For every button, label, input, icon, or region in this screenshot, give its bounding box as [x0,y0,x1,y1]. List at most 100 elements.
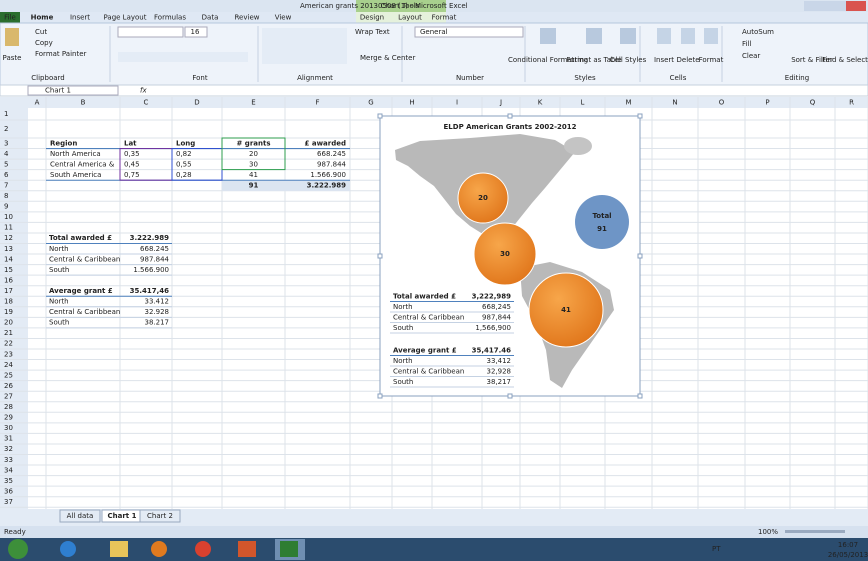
table-cell: 1.566.900 [310,171,346,179]
resize-handle[interactable] [508,394,512,398]
sheet-tab-label[interactable]: All data [67,512,94,520]
status-ready: Ready [4,528,26,536]
bubble-label: 20 [478,194,488,202]
column-header: P [765,99,769,107]
bubble-label: 41 [561,306,571,314]
total-grants: 91 [249,181,259,189]
row-header: 2 [4,125,8,133]
summary-value: 38.217 [145,319,170,327]
summary-value: 987,844 [482,313,511,321]
row-header: 34 [4,466,13,474]
style-icon[interactable] [540,28,556,44]
start-button[interactable] [8,539,28,559]
cells-button[interactable]: Format [699,56,724,64]
row-header: 10 [4,213,13,221]
table-cell: 987.844 [317,160,346,168]
resize-handle[interactable] [638,254,642,258]
clipboard-button[interactable]: Copy [35,39,53,47]
number-format[interactable]: General [420,28,448,36]
autosum-button[interactable]: AutoSum [742,28,774,36]
taskbar-explorer[interactable] [110,541,128,557]
style-icon[interactable] [586,28,602,44]
ribbon-tab[interactable]: Insert [70,14,90,22]
cells-button[interactable]: Insert [654,56,674,64]
style-icon[interactable] [620,28,636,44]
table-cell: South America [50,171,101,179]
ribbon-tab[interactable]: Data [202,14,219,22]
alignment-buttons [262,28,347,64]
close-button[interactable] [846,1,866,11]
ribbon-group-label: Alignment [297,74,333,82]
paste-button[interactable]: Paste [3,54,22,62]
table-cell: 0,35 [124,150,140,158]
row-header: 16 [4,276,13,284]
ribbon-tab[interactable]: Format [432,14,457,22]
ribbon-tab[interactable]: Page Layout [104,14,147,22]
taskbar-excel[interactable] [280,541,298,557]
row-header: 31 [4,435,13,443]
find-select-button[interactable]: Find & Select [822,56,868,64]
ribbon-tab[interactable]: Layout [398,14,422,22]
font-size[interactable]: 16 [191,28,200,36]
clipboard-button[interactable]: Format Painter [35,50,87,58]
column-header: F [315,99,319,107]
column-header-bar [0,97,868,108]
column-header: N [672,99,677,107]
sheet-tab-label[interactable]: Chart 1 [108,512,137,520]
total-awarded: 3.222.989 [307,181,347,189]
fill-button[interactable]: Fill [742,40,751,48]
name-box[interactable] [28,86,118,95]
resize-handle[interactable] [638,114,642,118]
row-header: 27 [4,392,13,400]
summary-label: Central & Caribbean [393,367,464,375]
clear-button[interactable]: Clear [742,52,760,60]
table-cell: 0,82 [176,150,192,158]
row-header: 1 [4,110,8,118]
row-header: 21 [4,329,13,337]
row-header: 23 [4,350,13,358]
ribbon-tab[interactable]: Review [235,14,260,22]
column-header: C [144,99,149,107]
cells-icon[interactable] [681,28,695,44]
table-header: £ awarded [305,139,346,147]
cells-button[interactable]: Delete [677,56,700,64]
resize-handle[interactable] [638,394,642,398]
zoom-slider[interactable] [785,530,845,533]
taskbar [0,538,868,561]
clipboard-button[interactable]: Cut [35,28,47,36]
resize-handle[interactable] [378,394,382,398]
summary-title: Total awarded £ [393,292,456,300]
ribbon-tab[interactable]: File [4,14,16,22]
taskbar-media[interactable] [151,541,167,557]
summary-label: North [393,303,413,311]
column-header: E [251,99,255,107]
name-box-text[interactable]: Chart 1 [45,87,71,95]
total-bubble [575,195,629,249]
row-header: 36 [4,487,13,495]
merge-center-button[interactable]: Merge & Center [360,54,415,62]
row-header: 17 [4,287,13,295]
taskbar-powerpoint[interactable] [238,541,256,557]
cells-icon[interactable] [657,28,671,44]
ribbon-group-label: Font [192,74,207,82]
styles-button[interactable]: Cell Styles [610,56,647,64]
summary-value: 987.844 [140,255,169,263]
resize-handle[interactable] [378,114,382,118]
summary-value: 33.412 [145,298,170,306]
column-header: D [194,99,199,107]
taskbar-chrome[interactable] [195,541,211,557]
resize-handle[interactable] [378,254,382,258]
map-greenland [564,137,592,155]
column-header: M [625,99,631,107]
ribbon-tab[interactable]: Formulas [154,14,186,22]
wrap-text-button[interactable]: Wrap Text [355,28,390,36]
cells-icon[interactable] [704,28,718,44]
sheet-tab-label[interactable]: Chart 2 [147,512,173,520]
ribbon-tab[interactable]: View [275,14,292,22]
taskbar-ie[interactable] [60,541,76,557]
table-header: Lat [124,139,137,147]
chart-object[interactable]: ELDP American Grants 2002-2012203041Tota… [378,114,642,398]
ribbon-tab[interactable]: Design [360,14,384,22]
ribbon-tab[interactable]: Home [31,14,54,22]
resize-handle[interactable] [508,114,512,118]
